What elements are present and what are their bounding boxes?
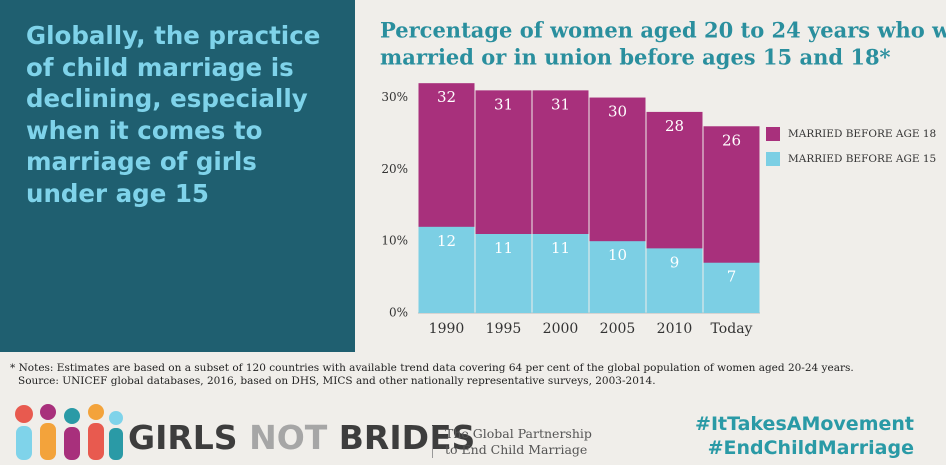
intro-line: declining, especially <box>26 84 308 113</box>
notes: * Notes: Estimates are based on a subset… <box>10 362 854 388</box>
y-tick-label: 30% <box>381 90 408 104</box>
chart-title: Percentage of women aged 20 to 24 years … <box>380 18 946 43</box>
bar-value-label: 26 <box>722 131 741 149</box>
hashtags: #ItTakesAMovement #EndChildMarriage <box>695 412 914 460</box>
y-tick-label: 20% <box>381 162 408 176</box>
bar-value-label: 9 <box>670 253 680 271</box>
chart: Percentage of women aged 20 to 24 years … <box>380 18 946 338</box>
legend-label: MARRIED BEFORE AGE 15 <box>788 153 936 165</box>
logo-wordmark: GIRLS NOT BRIDES <box>128 418 475 457</box>
legend-swatch <box>766 127 780 141</box>
logo-figures <box>15 404 123 460</box>
bar-value-label: 11 <box>494 239 513 257</box>
x-tick-label: 1990 <box>429 321 465 337</box>
bar-value-label: 30 <box>608 103 627 121</box>
bar-value-label: 10 <box>608 246 627 264</box>
bar <box>646 248 703 313</box>
logo-word: BRIDES <box>338 418 476 457</box>
y-tick-label: 10% <box>381 234 408 248</box>
logo-word: GIRLS <box>128 418 238 457</box>
hashtag: #ItTakesAMovement <box>695 413 914 435</box>
intro-line: marriage of girls <box>26 147 257 176</box>
intro-text: Globally, the practice of child marriage… <box>26 20 320 209</box>
intro-line: Globally, the practice <box>26 21 321 50</box>
x-tick-label: Today <box>711 321 753 337</box>
x-tick-label: 1995 <box>486 321 522 337</box>
bar-value-label: 31 <box>551 95 570 113</box>
note-line: Source: UNICEF global databases, 2016, b… <box>18 375 656 387</box>
hashtag: #EndChildMarriage <box>707 437 914 459</box>
y-tick-label: 0% <box>389 306 408 320</box>
bar-value-label: 32 <box>437 88 456 106</box>
tagline: The Global Partnership to End Child Marr… <box>432 426 592 458</box>
legend-swatch <box>766 152 780 166</box>
intro-panel: Globally, the practice of child marriage… <box>0 0 355 352</box>
bar-value-label: 12 <box>437 232 456 250</box>
logo-word: NOT <box>249 418 328 457</box>
intro-line: under age 15 <box>26 178 209 208</box>
bar-value-label: 31 <box>494 95 513 113</box>
legend-label: MARRIED BEFORE AGE 18 <box>788 128 936 140</box>
bar-value-label: 28 <box>665 117 684 135</box>
intro-line: of child marriage is <box>26 52 294 82</box>
bar <box>589 241 646 313</box>
x-tick-label: 2010 <box>657 321 693 337</box>
bar-value-label: 11 <box>551 239 570 257</box>
bar <box>418 226 475 313</box>
intro-line: when it comes to <box>26 115 263 145</box>
bar-value-label: 7 <box>727 268 737 286</box>
x-tick-label: 2005 <box>600 321 636 337</box>
x-tick-label: 2000 <box>543 321 579 337</box>
tagline-line: The Global Partnership <box>445 426 592 441</box>
bar <box>532 234 589 313</box>
chart-title: married or in union before ages 15 and 1… <box>380 45 891 70</box>
bar <box>703 262 760 313</box>
note-line: * Notes: Estimates are based on a subset… <box>10 362 854 374</box>
tagline-line: to End Child Marriage <box>445 442 588 457</box>
bar <box>475 234 532 313</box>
